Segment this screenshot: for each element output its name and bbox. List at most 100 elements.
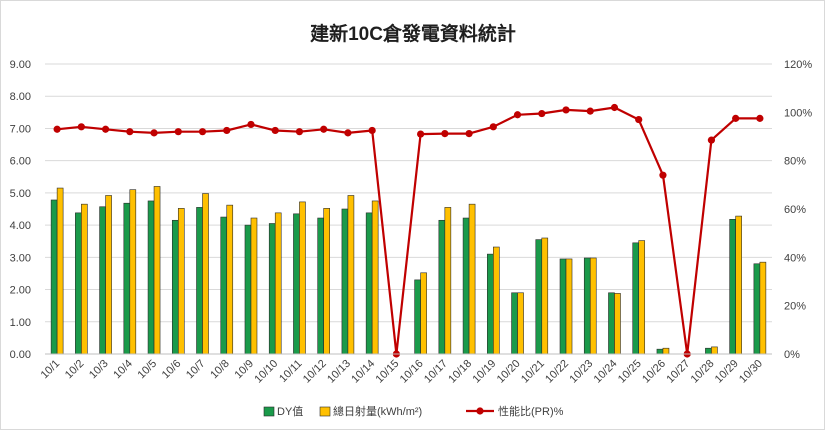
x-tick-label: 10/15 (374, 358, 402, 386)
pr-point (150, 129, 158, 137)
y-left-tick-label: 1.00 (10, 317, 31, 329)
y-right-tick-label: 60% (784, 204, 806, 216)
y-right-tick-label: 20% (784, 301, 806, 313)
line-series (53, 103, 764, 358)
chart-title: 建新10C倉發電資料統計 (310, 22, 516, 45)
bar-dy (123, 202, 131, 355)
pr-point (610, 103, 619, 112)
x-tick-label: 10/6 (160, 358, 184, 382)
pr-point (538, 109, 546, 118)
pr-point (659, 171, 667, 179)
bar-irradiance (226, 204, 234, 355)
pr-point (489, 123, 497, 131)
x-tick-label: 10/20 (495, 358, 523, 386)
bar-dy (317, 217, 324, 355)
x-tick-label: 10/7 (184, 358, 208, 382)
bar-irradiance (129, 189, 137, 355)
bar-dy (220, 216, 228, 355)
bar-dy (244, 224, 252, 355)
legend-swatch-dy (263, 406, 275, 417)
pr-point (126, 128, 134, 136)
x-tick-label: 10/2 (63, 358, 87, 382)
bar-dy (365, 212, 373, 355)
bar-dy (583, 257, 591, 355)
pr-point (465, 130, 473, 138)
x-tick-label: 10/10 (252, 358, 280, 386)
bar-irradiance (274, 212, 282, 355)
x-tick-label: 10/12 (301, 358, 329, 386)
bar-irradiance (759, 261, 767, 355)
pr-point (732, 114, 740, 122)
y-right-tick-label: 100% (784, 107, 812, 119)
bar-irradiance (323, 208, 330, 355)
bar-dy (632, 242, 640, 355)
y-left-tick-label: 2.00 (10, 285, 31, 297)
bar-irradiance (420, 272, 427, 355)
bar-dy (753, 263, 761, 355)
x-tick-label: 10/16 (398, 358, 426, 386)
bar-dy (535, 239, 543, 355)
legend: DY值 總日射量(kWh/m²) 性能比(PR)% (263, 404, 564, 418)
bar-irradiance (662, 347, 670, 355)
y-left-tick-label: 9.00 (10, 59, 31, 71)
bar-irradiance (153, 186, 161, 355)
pr-point (513, 111, 522, 119)
bar-irradiance (81, 203, 88, 355)
x-tick-label: 10/13 (325, 358, 353, 386)
y-left-tick-label: 6.00 (10, 156, 31, 168)
pr-point (101, 125, 110, 133)
bar-dy (729, 219, 736, 355)
y-left-tick-label: 7.00 (10, 123, 31, 135)
bar-irradiance (565, 258, 573, 355)
bar-irradiance (347, 195, 355, 355)
x-tick-label: 10/22 (543, 358, 571, 386)
x-tick-label: 10/25 (616, 358, 644, 386)
bar-dy (438, 219, 446, 355)
pr-point (756, 114, 764, 122)
y-right-tick-label: 40% (784, 252, 806, 264)
x-tick-label: 10/8 (208, 358, 232, 382)
bar-irradiance (541, 237, 549, 355)
x-tick-label: 10/3 (87, 358, 111, 382)
bar-dy (147, 200, 155, 355)
x-tick-label: 10/19 (470, 358, 498, 386)
gridlines (45, 63, 772, 355)
bar-irradiance (56, 187, 64, 355)
bar-dy (705, 347, 712, 355)
y-left-tick-label: 8.00 (10, 91, 31, 103)
pr-point (417, 130, 425, 138)
x-tick-label: 10/21 (519, 358, 547, 386)
legend-marker-pr (476, 407, 484, 415)
bar-irradiance (105, 195, 112, 355)
bar-irradiance (250, 217, 258, 355)
pr-line (56, 106, 760, 356)
bar-irradiance (493, 246, 500, 355)
x-tick-label: 10/27 (664, 358, 692, 386)
bar-dy (293, 213, 300, 355)
pr-point (368, 126, 376, 135)
pr-point (344, 129, 352, 137)
bar-irradiance (371, 200, 379, 355)
legend-label-irradiance: 總日射量(kWh/m²) (333, 404, 422, 418)
y-right-tick-label: 120% (784, 59, 812, 71)
bar-irradiance (638, 240, 646, 355)
x-tick-label: 10/4 (111, 358, 135, 382)
pr-point (247, 120, 255, 129)
x-tick-label: 10/14 (349, 358, 377, 386)
bar-irradiance (202, 193, 209, 355)
bar-dy (511, 292, 518, 355)
bar-dy (608, 292, 615, 355)
x-tick-label: 10/29 (713, 358, 741, 386)
x-tick-label: 10/26 (640, 358, 668, 386)
bar-dy (656, 348, 664, 355)
bar-irradiance (468, 203, 476, 355)
bar-irradiance (735, 215, 742, 355)
pr-point (707, 136, 716, 144)
x-tick-label: 10/24 (592, 358, 620, 386)
bar-dy (268, 223, 276, 355)
bar-series (50, 186, 767, 355)
y-right-tick-label: 0% (784, 349, 800, 361)
bar-dy (462, 217, 470, 355)
